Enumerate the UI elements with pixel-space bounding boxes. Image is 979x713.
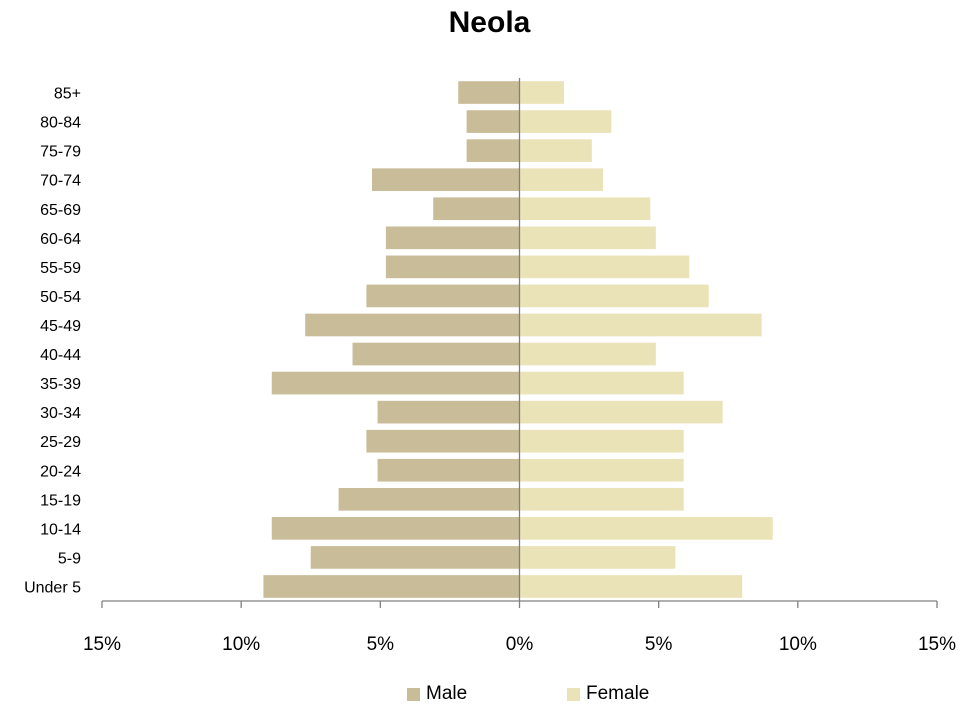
category-label: 80-84 [40,115,81,132]
male-bar-80-84 [466,110,520,133]
male-bar-20-24 [377,458,520,482]
male-bar-85- [458,81,520,104]
chart-legend: Male Female [0,683,979,713]
female-bar-15-19 [519,487,684,511]
category-label: 40-44 [40,347,81,364]
category-label: 60-64 [40,231,81,248]
female-bar-30-34 [519,400,723,424]
category-label: 50-54 [40,289,81,306]
x-tick-label: 10% [779,634,817,655]
female-bar-25-29 [519,429,684,453]
male-bar-55-59 [385,255,520,279]
x-tick-label: 5% [645,634,673,655]
male-bar-25-29 [366,429,520,453]
female-bar-55-59 [519,255,690,279]
legend-label: Female [586,683,650,704]
x-tick-label: 15% [83,634,121,655]
category-label: 30-34 [40,405,81,422]
female-bar-20-24 [519,458,684,482]
male-bar-5-9 [310,546,520,569]
x-tick-label: 0% [506,634,534,655]
category-label: 10-14 [40,521,81,538]
female-bar-35-39 [519,371,684,395]
female-bar-85- [519,81,565,104]
category-label: 45-49 [40,318,81,335]
category-label: 25-29 [40,434,81,451]
female-bar-65-69 [519,197,651,221]
male-bar-10-14 [271,517,520,540]
legend-item-male: Male [407,683,467,705]
male-bar-60-64 [385,226,520,250]
male-bar-70-74 [371,168,520,192]
male-bar-65-69 [433,197,520,221]
category-label: 15-19 [40,492,81,509]
category-label: 55-59 [40,260,81,277]
category-label: Under 5 [24,579,81,596]
legend-swatch [407,687,420,701]
x-tick-label: 15% [918,634,956,655]
male-bar-35-39 [271,371,520,395]
male-bar-under-5 [263,575,520,598]
category-label: 75-79 [40,144,81,161]
male-bar-30-34 [377,400,520,424]
female-bar-40-44 [519,342,656,366]
male-bar-40-44 [352,342,520,366]
male-bar-50-54 [366,284,520,308]
legend-label: Male [426,683,468,704]
male-bar-45-49 [305,313,520,337]
female-bar-under-5 [519,575,743,598]
category-label: 65-69 [40,202,81,219]
x-tick-label: 10% [222,634,260,655]
category-label: 35-39 [40,376,81,393]
x-tick-label: 5% [367,634,395,655]
female-bar-10-14 [519,517,773,540]
female-bar-70-74 [519,168,603,192]
female-bar-45-49 [519,313,762,337]
female-bar-50-54 [519,284,709,308]
category-label: 85+ [54,86,81,103]
male-bar-75-79 [466,139,520,162]
female-bar-80-84 [519,110,612,133]
female-bar-60-64 [519,226,656,250]
legend-item-female: Female [567,683,649,705]
female-bar-5-9 [519,546,676,569]
female-bar-75-79 [519,139,592,162]
category-label: 5-9 [58,550,81,567]
category-label: 20-24 [40,463,81,480]
male-bar-15-19 [338,487,520,511]
category-label: 70-74 [40,173,81,190]
population-pyramid-chart: 85+ 80-84 75-79 70-74 65-69 60-64 55-59 50-54 45… [24,78,956,655]
chart-title: Neola [448,6,531,39]
legend-swatch [567,687,580,701]
